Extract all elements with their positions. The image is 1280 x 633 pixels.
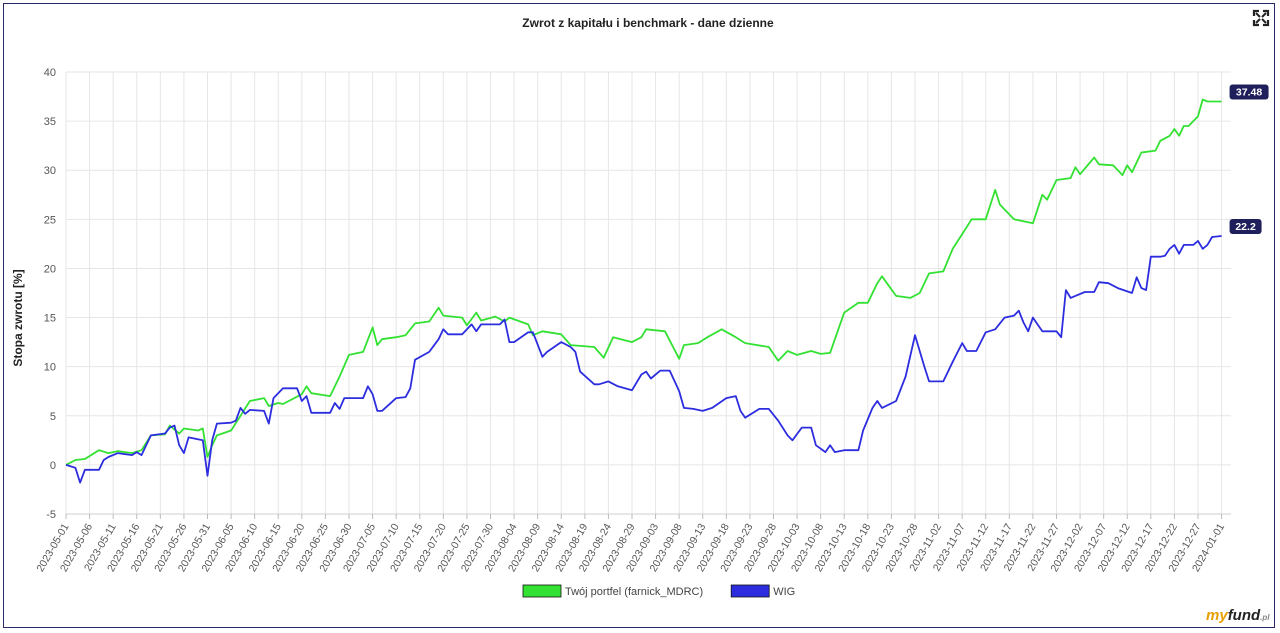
y-tick-label: 5 bbox=[50, 411, 56, 423]
legend-swatch bbox=[730, 584, 770, 598]
logo-brand-part2: fund bbox=[1228, 607, 1261, 624]
badge-box bbox=[1229, 219, 1262, 235]
legend-label: WIG bbox=[773, 586, 795, 598]
y-tick-label: 35 bbox=[44, 116, 56, 128]
legend: Twój portfel (farnick_MDRC) WIG bbox=[522, 584, 795, 598]
grid-lines bbox=[65, 71, 1231, 515]
legend-item-portfolio[interactable]: Twój portfel (farnick_MDRC) bbox=[522, 584, 703, 598]
series-line-portfolio bbox=[65, 98, 1222, 466]
legend-label: Twój portfel (farnick_MDRC) bbox=[565, 586, 703, 598]
y-tick-label: -5 bbox=[46, 509, 56, 521]
y-axis-ticks: -5 0 5 10 15 20 25 30 35 40 bbox=[44, 67, 56, 521]
y-tick-label: 0 bbox=[50, 460, 56, 472]
last-value-badge-benchmark: 22.2 bbox=[1229, 219, 1262, 235]
last-value-badges: 37.48 22.2 bbox=[1229, 84, 1269, 235]
chart-title: Zwrot z kapitału i benchmark - dane dzie… bbox=[522, 16, 774, 30]
last-value-badge-portfolio: 37.48 bbox=[1229, 84, 1269, 100]
logo-brand-part1: my bbox=[1206, 607, 1228, 624]
badge-value: 37.48 bbox=[1236, 86, 1262, 98]
x-axis-ticks: 2023-05-012023-05-062023-05-112023-05-16… bbox=[34, 514, 1227, 574]
y-tick-label: 15 bbox=[44, 313, 56, 325]
legend-item-benchmark[interactable]: WIG bbox=[730, 584, 795, 598]
y-tick-label: 25 bbox=[44, 214, 56, 226]
y-tick-label: 30 bbox=[44, 165, 56, 177]
y-tick-label: 20 bbox=[44, 263, 56, 275]
series-line-benchmark bbox=[65, 235, 1222, 484]
fullscreen-expand-icon[interactable] bbox=[1252, 9, 1270, 27]
legend-swatch bbox=[522, 584, 562, 598]
svg-text:myfund.pl: myfund.pl bbox=[1206, 607, 1270, 624]
y-tick-label: 40 bbox=[44, 67, 56, 79]
y-axis-label: Stopa zwrotu [%] bbox=[11, 269, 25, 366]
myfund-logo: myfund.pl bbox=[1206, 607, 1270, 624]
series-lines bbox=[65, 98, 1222, 484]
badge-box bbox=[1229, 84, 1269, 100]
y-tick-label: 10 bbox=[44, 362, 56, 374]
logo-suffix: .pl bbox=[1260, 613, 1270, 622]
badge-value: 22.2 bbox=[1235, 221, 1256, 233]
